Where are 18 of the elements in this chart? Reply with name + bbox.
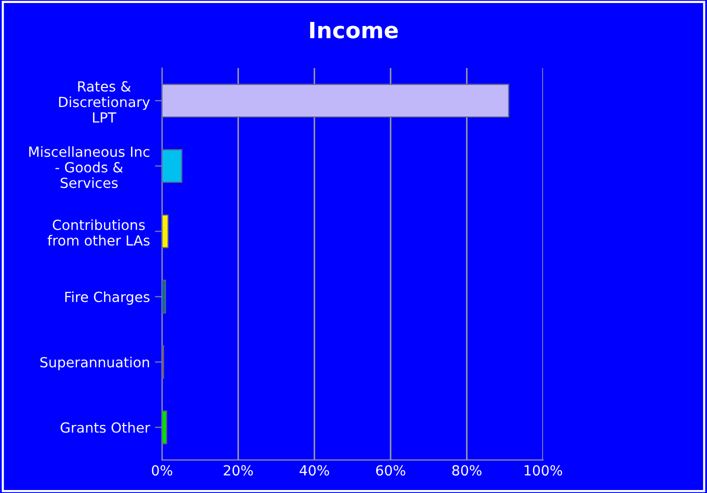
bar xyxy=(162,410,168,444)
y-tick-label: Superannuation xyxy=(40,356,150,370)
bar xyxy=(162,84,510,118)
x-tick-label: 60% xyxy=(376,465,406,476)
y-tick-label: Miscellaneous Inc - Goods & Services xyxy=(29,146,150,188)
y-tick-label: Contributions from other LAs xyxy=(48,219,150,246)
x-tick-label: 0% xyxy=(152,465,172,476)
bar xyxy=(162,280,166,314)
x-tick-label: 20% xyxy=(224,465,253,476)
x-tick-label: 100% xyxy=(524,465,562,476)
y-tick-label: Grants Other xyxy=(60,422,150,433)
y-tick-label: Fire Charges xyxy=(65,291,150,305)
x-tick-label: 80% xyxy=(452,465,482,476)
x-tick-label: 40% xyxy=(300,465,330,476)
y-tick-label: Rates & Discretionary LPT xyxy=(59,81,150,123)
bar xyxy=(162,149,182,183)
bar xyxy=(162,214,169,248)
chart-title: Income xyxy=(310,22,398,38)
